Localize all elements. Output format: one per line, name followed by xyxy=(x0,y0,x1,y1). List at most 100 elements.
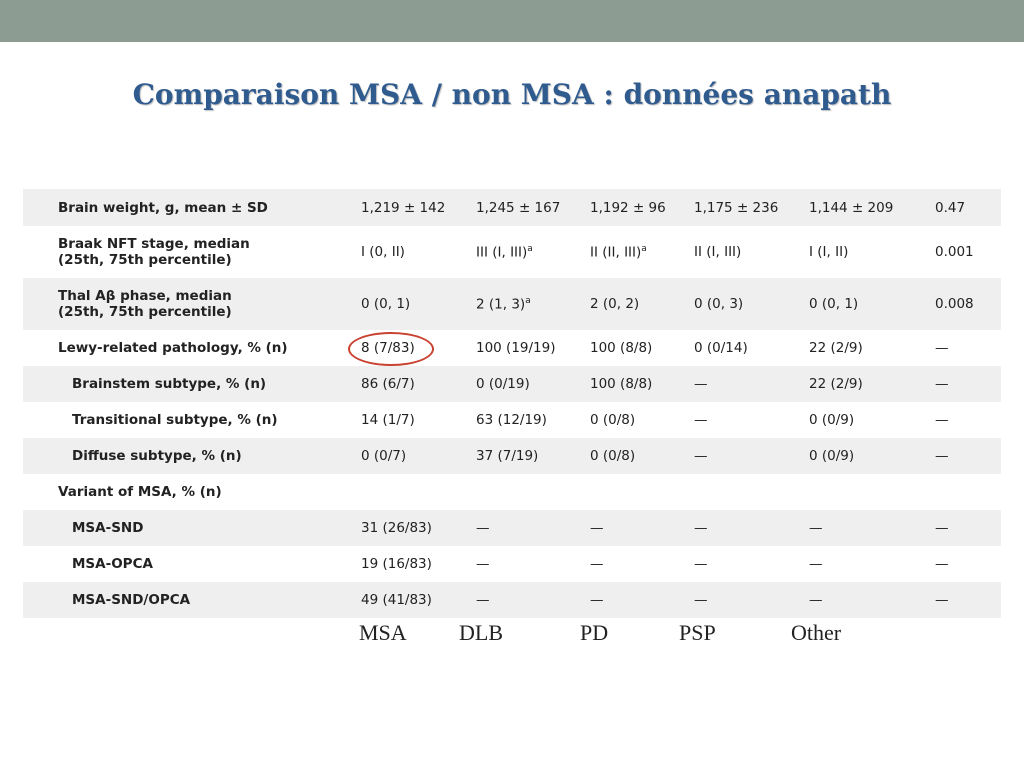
cell-other: 0 (0/9) xyxy=(809,438,935,474)
row-label: Thal Aβ phase, median (25th, 75th percent… xyxy=(23,278,361,330)
cell-other: — xyxy=(809,546,935,582)
cell-psp: — xyxy=(694,438,809,474)
cell-dlb: 0 (0/19) xyxy=(476,366,590,402)
row-label: MSA-OPCA xyxy=(23,546,361,582)
cell-pd: — xyxy=(590,510,694,546)
cell-p-value: 0.47 xyxy=(935,189,1001,226)
cell-psp: — xyxy=(694,510,809,546)
cell-dlb: — xyxy=(476,510,590,546)
slide-title: Comparaison MSA / non MSA : données anap… xyxy=(132,78,892,111)
cell-other: 22 (2/9) xyxy=(809,330,935,366)
cell-psp: 0 (0, 3) xyxy=(694,278,809,330)
cell-other xyxy=(809,474,935,510)
footnote-marker: a xyxy=(525,295,531,306)
column-label-other: Other xyxy=(791,620,842,645)
cell-p-value: — xyxy=(935,438,1001,474)
row-label: MSA-SND/OPCA xyxy=(23,582,361,618)
table-row: MSA-SND 31 (26/83) — — — — — xyxy=(23,510,1001,546)
cell-p-value: — xyxy=(935,366,1001,402)
cell-p-value: 0.008 xyxy=(935,278,1001,330)
cell-dlb: 1,245 ± 167 xyxy=(476,189,590,226)
cell-psp: II (I, III) xyxy=(694,226,809,278)
table-row: MSA-SND/OPCA 49 (41/83) — — — — — xyxy=(23,582,1001,618)
footnote-marker: a xyxy=(527,243,533,254)
top-banner xyxy=(0,0,1024,42)
column-label-pd: PD xyxy=(580,620,609,645)
cell-dlb: 100 (19/19) xyxy=(476,330,590,366)
cell-msa: 0 (0, 1) xyxy=(361,278,476,330)
cell-psp xyxy=(694,474,809,510)
row-label: Variant of MSA, % (n) xyxy=(23,474,361,510)
table-row: Thal Aβ phase, median (25th, 75th percent… xyxy=(23,278,1001,330)
row-label: Transitional subtype, % (n) xyxy=(23,402,361,438)
row-label: Brainstem subtype, % (n) xyxy=(23,366,361,402)
column-label-msa: MSA xyxy=(359,620,407,645)
cell-other: — xyxy=(809,582,935,618)
cell-psp: — xyxy=(694,402,809,438)
cell-other: — xyxy=(809,510,935,546)
cell-pd: 2 (0, 2) xyxy=(590,278,694,330)
cell-p-value: — xyxy=(935,510,1001,546)
column-label-psp: PSP xyxy=(679,620,716,645)
cell-psp: — xyxy=(694,366,809,402)
cell-dlb: 37 (7/19) xyxy=(476,438,590,474)
cell-p-value: — xyxy=(935,330,1001,366)
cell-p-value: — xyxy=(935,546,1001,582)
cell-dlb xyxy=(476,474,590,510)
cell-pd xyxy=(590,474,694,510)
cell-dlb: — xyxy=(476,546,590,582)
column-label-dlb: DLB xyxy=(459,620,503,645)
cell-other: I (I, II) xyxy=(809,226,935,278)
cell-pd: 100 (8/8) xyxy=(590,330,694,366)
cell-psp: — xyxy=(694,546,809,582)
cell-p-value: — xyxy=(935,402,1001,438)
cell-pd: 0 (0/8) xyxy=(590,402,694,438)
cell-msa: 1,219 ± 142 xyxy=(361,189,476,226)
highlight-circle xyxy=(348,332,434,366)
row-label: Braak NFT stage, median (25th, 75th perce… xyxy=(23,226,361,278)
row-label: Lewy-related pathology, % (n) xyxy=(23,330,361,366)
cell-pd: — xyxy=(590,582,694,618)
cell-msa: 0 (0/7) xyxy=(361,438,476,474)
cell-msa: 86 (6/7) xyxy=(361,366,476,402)
data-table: Brain weight, g, mean ± SD 1,219 ± 142 1… xyxy=(23,189,1001,618)
cell-psp: 1,175 ± 236 xyxy=(694,189,809,226)
row-label: MSA-SND xyxy=(23,510,361,546)
table-row: Braak NFT stage, median (25th, 75th perce… xyxy=(23,226,1001,278)
table-row: Transitional subtype, % (n) 14 (1/7) 63 … xyxy=(23,402,1001,438)
table-row: Variant of MSA, % (n) xyxy=(23,474,1001,510)
table-row: Brain weight, g, mean ± SD 1,219 ± 142 1… xyxy=(23,189,1001,226)
cell-pd: 1,192 ± 96 xyxy=(590,189,694,226)
pathology-table: Brain weight, g, mean ± SD 1,219 ± 142 1… xyxy=(23,189,1001,618)
cell-psp: — xyxy=(694,582,809,618)
cell-pd: — xyxy=(590,546,694,582)
table-row: MSA-OPCA 19 (16/83) — — — — — xyxy=(23,546,1001,582)
cell-dlb: III (I, III)a xyxy=(476,226,590,278)
cell-psp: 0 (0/14) xyxy=(694,330,809,366)
cell-dlb: 2 (1, 3)a xyxy=(476,278,590,330)
cell-dlb: — xyxy=(476,582,590,618)
cell-other: 0 (0/9) xyxy=(809,402,935,438)
cell-p-value: — xyxy=(935,582,1001,618)
cell-msa: 31 (26/83) xyxy=(361,510,476,546)
row-label: Brain weight, g, mean ± SD xyxy=(23,189,361,226)
cell-other: 0 (0, 1) xyxy=(809,278,935,330)
cell-pd: 0 (0/8) xyxy=(590,438,694,474)
cell-msa: 14 (1/7) xyxy=(361,402,476,438)
cell-msa: 19 (16/83) xyxy=(361,546,476,582)
footnote-marker: a xyxy=(641,243,647,254)
cell-msa xyxy=(361,474,476,510)
table-row: Lewy-related pathology, % (n) 8 (7/83) 1… xyxy=(23,330,1001,366)
table-row: Brainstem subtype, % (n) 86 (6/7) 0 (0/1… xyxy=(23,366,1001,402)
cell-dlb: 63 (12/19) xyxy=(476,402,590,438)
column-labels: MSA DLB PD PSP Other xyxy=(0,620,1024,650)
cell-other: 22 (2/9) xyxy=(809,366,935,402)
cell-pd: 100 (8/8) xyxy=(590,366,694,402)
cell-other: 1,144 ± 209 xyxy=(809,189,935,226)
cell-msa: 49 (41/83) xyxy=(361,582,476,618)
table-row: Diffuse subtype, % (n) 0 (0/7) 37 (7/19)… xyxy=(23,438,1001,474)
cell-p-value: 0.001 xyxy=(935,226,1001,278)
cell-p-value xyxy=(935,474,1001,510)
cell-msa: I (0, II) xyxy=(361,226,476,278)
row-label: Diffuse subtype, % (n) xyxy=(23,438,361,474)
